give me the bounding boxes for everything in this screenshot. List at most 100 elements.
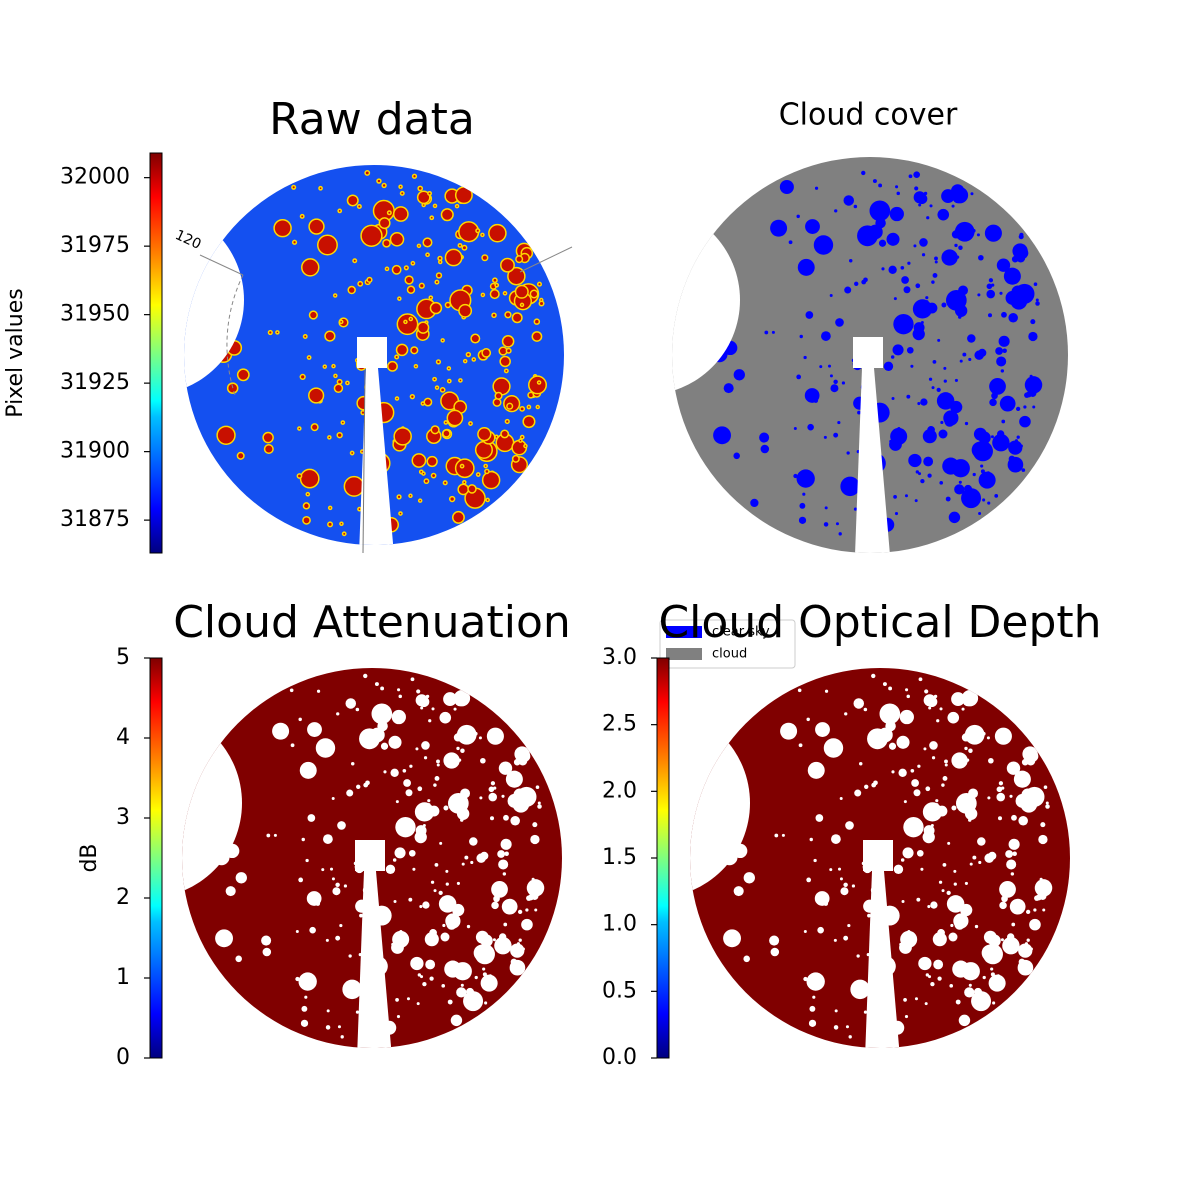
cloud-spot [235, 955, 242, 963]
cloud-spot [510, 815, 520, 826]
cloud-spot [465, 351, 472, 358]
cloud-spot [958, 1014, 971, 1027]
cloud-spot [743, 955, 750, 963]
cloud-spot [384, 266, 390, 272]
colorbar [149, 657, 163, 1059]
cloud-spot [514, 284, 529, 299]
cloud-spot [900, 930, 918, 948]
legend-label: cloud [712, 647, 747, 662]
cloud-spot [490, 781, 496, 786]
cloud-spot [538, 300, 545, 307]
cloud-spot [486, 727, 504, 745]
cloud-spot [827, 364, 832, 368]
panel-title: Cloud cover [779, 98, 958, 133]
cloud-spot [996, 792, 1005, 802]
cloud-spot [916, 897, 921, 902]
cloud-spot [427, 799, 431, 803]
cloud-spot [854, 281, 859, 286]
cloud-spot [332, 887, 341, 896]
cloud-spot [1001, 311, 1007, 318]
cloud-spot [934, 260, 938, 264]
cloud-spot [518, 438, 523, 443]
cloud-spot [385, 864, 396, 875]
cloud-spot [805, 311, 814, 319]
cloud-spot [479, 796, 483, 800]
cloud-spot [262, 431, 274, 444]
cloud-spot [954, 304, 968, 317]
cloud-spot [515, 255, 524, 264]
cloud-spot [990, 967, 994, 971]
cloud-spot [299, 373, 306, 381]
cloud-spot [823, 738, 844, 758]
cloud-spot [475, 472, 481, 477]
cloud-spot [480, 757, 486, 764]
cloud-spot [395, 998, 399, 1002]
cloud-spot [494, 937, 512, 955]
cloud-spot [409, 393, 416, 400]
cloud-spot [913, 244, 917, 248]
cloud-spot [1018, 234, 1024, 240]
cloud-spot [925, 296, 929, 300]
mask-pole [855, 368, 890, 553]
cloud-spot [480, 232, 485, 238]
cloud-spot [481, 470, 501, 490]
cloud-spot [799, 502, 806, 509]
cloud-spot [429, 976, 434, 981]
cloud-spot [446, 378, 452, 384]
cloud-spot [913, 789, 921, 797]
cloud-spot [518, 756, 528, 766]
cloud-spot [980, 469, 985, 474]
cloud-spot [936, 392, 955, 410]
cloud-spot [336, 431, 343, 439]
cloud-spot [918, 677, 923, 682]
cloud-spot [392, 858, 397, 862]
cloud-spot [434, 776, 440, 781]
cloud-spot [1009, 794, 1013, 798]
cloud-spot [425, 252, 430, 258]
cloud-spot [394, 847, 406, 859]
cloud-spot [1021, 468, 1026, 472]
panel: Cloud cover [672, 98, 1068, 553]
cloud-spot [829, 868, 833, 872]
cloud-spot [1011, 922, 1016, 927]
cloud-spot [973, 427, 987, 441]
cloud-spot [867, 728, 888, 750]
cloud-spot [499, 355, 511, 368]
cloud-spot [938, 429, 946, 438]
cloud-spot [480, 292, 486, 298]
cloud-spot [1029, 918, 1041, 931]
cloud-spot [781, 833, 785, 837]
cloud-spot [441, 984, 446, 988]
cloud-spot [899, 709, 914, 725]
colorbar-tick-label: 4 [116, 725, 130, 750]
cloud-spot [299, 761, 317, 779]
cloud-spot [838, 532, 842, 536]
cloud-spot [423, 756, 428, 760]
cloud-spot [386, 360, 398, 372]
cloud-spot [395, 817, 416, 838]
cloud-spot [809, 837, 813, 842]
cloud-spot [948, 932, 956, 941]
cloud-spot [377, 720, 388, 732]
cloud-spot [433, 783, 437, 787]
cloud-spot [343, 475, 365, 497]
cloud-spot [421, 741, 430, 750]
cloud-spot [492, 377, 511, 396]
cloud-spot [939, 481, 944, 485]
cloud-spot [958, 245, 963, 250]
cloud-spot [733, 886, 744, 897]
cloud-spot [374, 682, 379, 687]
cloud-spot [337, 823, 341, 827]
cloud-spot [994, 493, 999, 498]
cloud-spot [844, 286, 852, 294]
cloud-spot [510, 943, 525, 958]
cloud-spot [446, 409, 464, 427]
cloud-spot [857, 225, 878, 247]
cloud-spot [774, 833, 779, 838]
cloud-spot [891, 770, 895, 774]
cloud-spot [930, 981, 935, 987]
cloud-spot [493, 786, 497, 790]
cloud-spot [380, 742, 389, 750]
cloud-spot [458, 378, 463, 383]
cloud-spot [484, 1001, 488, 1005]
